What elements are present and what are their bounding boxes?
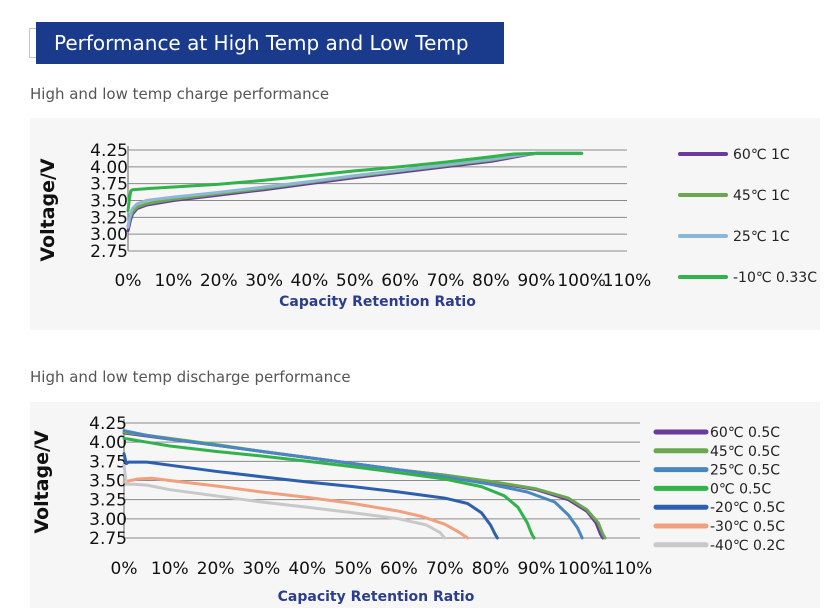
series-line [122,463,447,540]
series-line [126,151,584,229]
x-tick-label: 100% [558,559,607,579]
header-bar [36,22,504,64]
x-tick-label: 90% [517,559,555,579]
x-tick-label: 80% [472,559,510,579]
y-tick-label: 3.00 [90,225,128,245]
x-tick-label: 0% [115,271,142,291]
x-tick-label: 10% [154,271,192,291]
x-tick-label: 50% [334,559,372,579]
x-tick-label: 100% [557,271,606,291]
x-tick-label: 90% [517,271,555,291]
legend-label: -20℃ 0.5C [710,500,785,516]
x-tick-label: 40% [288,559,326,579]
legend-label: -40℃ 0.2C [710,538,785,554]
x-tick-label: 50% [336,271,374,291]
x-tick-label: 110% [604,559,653,579]
x-axis-title: Capacity Retention Ratio [279,294,476,310]
legend-label: -10℃ 0.33C [733,270,817,286]
y-tick-label: 4.00 [90,158,128,178]
legend-label: 60℃ 1C [733,147,790,163]
y-tick-label: 2.75 [90,242,128,262]
series-line [122,476,470,540]
header-notch [29,28,39,58]
legend-label: 0℃ 0.5C [710,481,771,497]
legend-label: 60℃ 0.5C [710,425,780,441]
x-tick-label: 60% [381,271,419,291]
y-tick-label: 3.75 [89,452,127,472]
legend-label: -30℃ 0.5C [710,519,785,535]
y-tick-label: 3.00 [89,510,127,530]
page-title: Performance at High Temp and Low Temp [54,31,469,55]
y-tick-label: 4.25 [90,141,128,161]
section-title-charge: High and low temp charge performance [30,85,330,103]
section-title-discharge: High and low temp discharge performance [30,368,351,386]
x-tick-label: 40% [291,271,329,291]
series-line [126,151,584,233]
y-axis-title: Voltage/V [31,430,53,534]
series-line [122,436,536,540]
x-tick-label: 20% [200,271,238,291]
x-tick-label: 10% [151,559,189,579]
x-tick-label: 0% [111,559,138,579]
legend-label: 45℃ 1C [733,188,790,204]
y-tick-label: 3.75 [90,175,128,195]
x-axis-title: Capacity Retention Ratio [278,589,475,605]
y-tick-label: 3.25 [89,491,127,511]
x-tick-label: 110% [603,271,652,291]
legend-label: 45℃ 0.5C [710,444,780,460]
x-tick-label: 60% [380,559,418,579]
x-tick-label: 70% [426,559,464,579]
legend-label: 25℃ 0.5C [710,463,780,479]
x-tick-label: 30% [243,559,281,579]
y-axis-title: Voltage/V [37,158,59,262]
x-tick-label: 20% [197,559,235,579]
y-tick-label: 3.50 [90,192,128,212]
y-tick-label: 3.25 [90,208,128,228]
legend-label: 25℃ 1C [733,229,790,245]
x-tick-label: 70% [427,271,465,291]
x-tick-label: 80% [472,271,510,291]
series-line [122,429,584,540]
y-tick-label: 4.25 [89,414,127,434]
y-tick-label: 4.00 [89,433,127,453]
series-line [126,151,584,213]
x-tick-label: 30% [245,271,283,291]
y-tick-label: 2.75 [89,529,127,549]
y-tick-label: 3.50 [89,472,127,492]
series-line [122,452,499,540]
series-line [126,151,584,228]
